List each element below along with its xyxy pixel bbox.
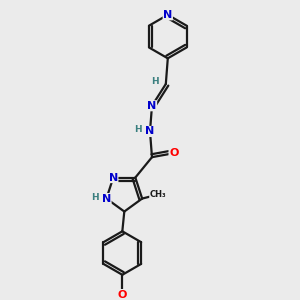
Text: H: H (91, 193, 98, 202)
Text: N: N (147, 101, 157, 111)
Text: N: N (102, 194, 111, 204)
Text: H: H (151, 76, 159, 85)
Text: H: H (134, 125, 142, 134)
Text: O: O (169, 148, 178, 158)
Text: O: O (118, 290, 127, 300)
Text: N: N (163, 10, 172, 20)
Text: CH₃: CH₃ (150, 190, 166, 199)
Text: N: N (146, 127, 154, 136)
Text: N: N (109, 172, 118, 183)
